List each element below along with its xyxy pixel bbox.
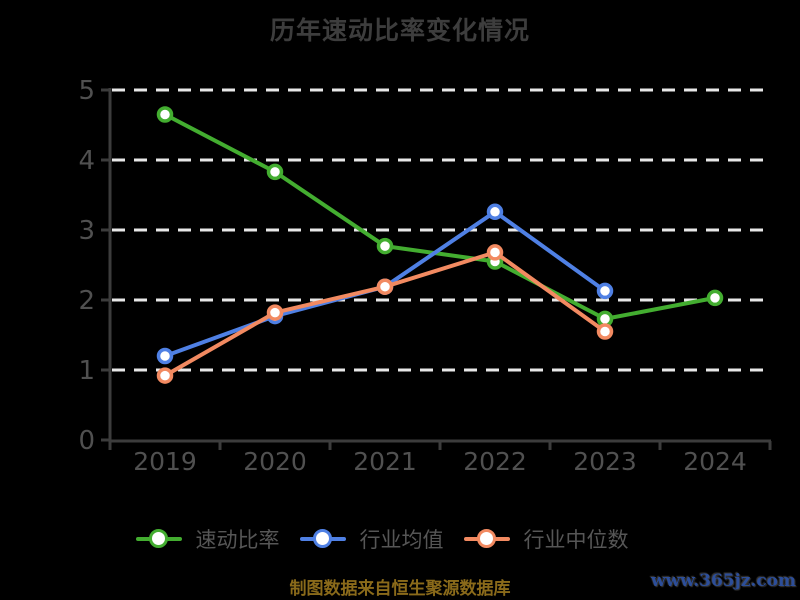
y-tick-label: 1 (78, 356, 95, 386)
legend-label-industry-median: 行业中位数 (523, 528, 629, 552)
x-tick-label: 2023 (573, 447, 637, 476)
x-tick-label: 2024 (683, 447, 747, 476)
data-point-industry-mean[interactable] (596, 282, 614, 300)
y-tick-label: 5 (78, 76, 95, 106)
data-point-industry-median[interactable] (156, 367, 174, 384)
y-tick-label: 4 (78, 146, 95, 176)
data-point-industry-median[interactable] (376, 278, 394, 295)
watermark-link[interactable]: www.365jz.com (651, 571, 796, 591)
legend-label-industry-mean: 行业均值 (359, 528, 444, 552)
legend-item-industry-mean[interactable]: 行业均值 (299, 524, 444, 554)
legend-item-quick-ratio[interactable]: 速动比率 (135, 524, 280, 554)
data-point-quick-ratio[interactable] (156, 106, 174, 123)
source-caption: 制图数据来自恒生聚源数据库 (289, 579, 511, 599)
line-marker-icon (299, 529, 346, 549)
data-point-industry-mean[interactable] (486, 203, 504, 221)
data-point-quick-ratio[interactable] (706, 289, 724, 307)
x-tick-label: 2019 (133, 447, 197, 476)
legend-label-quick-ratio: 速动比率 (195, 528, 280, 552)
line-marker-icon (463, 529, 510, 549)
y-tick-label: 3 (78, 216, 95, 246)
line-chart: 0 1 2 3 4 5 2019 2020 2021 2022 2023 2024 (78, 76, 772, 476)
data-point-industry-median[interactable] (596, 323, 614, 340)
x-tick-label: 2020 (243, 447, 307, 476)
legend-item-industry-median[interactable]: 行业中位数 (463, 524, 629, 554)
y-tick-label: 2 (78, 286, 95, 316)
x-tick-label: 2021 (353, 447, 417, 476)
data-point-industry-median[interactable] (266, 304, 284, 321)
chart-title: 历年速动比率变化情况 (269, 16, 530, 45)
data-point-industry-median[interactable] (486, 244, 504, 261)
line-marker-icon (135, 529, 182, 549)
series-line-quick-ratio (163, 112, 717, 321)
legend: 速动比率 行业均值 行业中位数 (0, 524, 782, 554)
data-point-quick-ratio[interactable] (266, 163, 284, 181)
data-point-industry-mean[interactable] (156, 347, 174, 365)
series-line-industry-median (163, 250, 607, 378)
data-point-quick-ratio[interactable] (376, 237, 394, 255)
x-tick-label: 2022 (463, 447, 527, 476)
y-tick-label: 0 (78, 426, 95, 456)
